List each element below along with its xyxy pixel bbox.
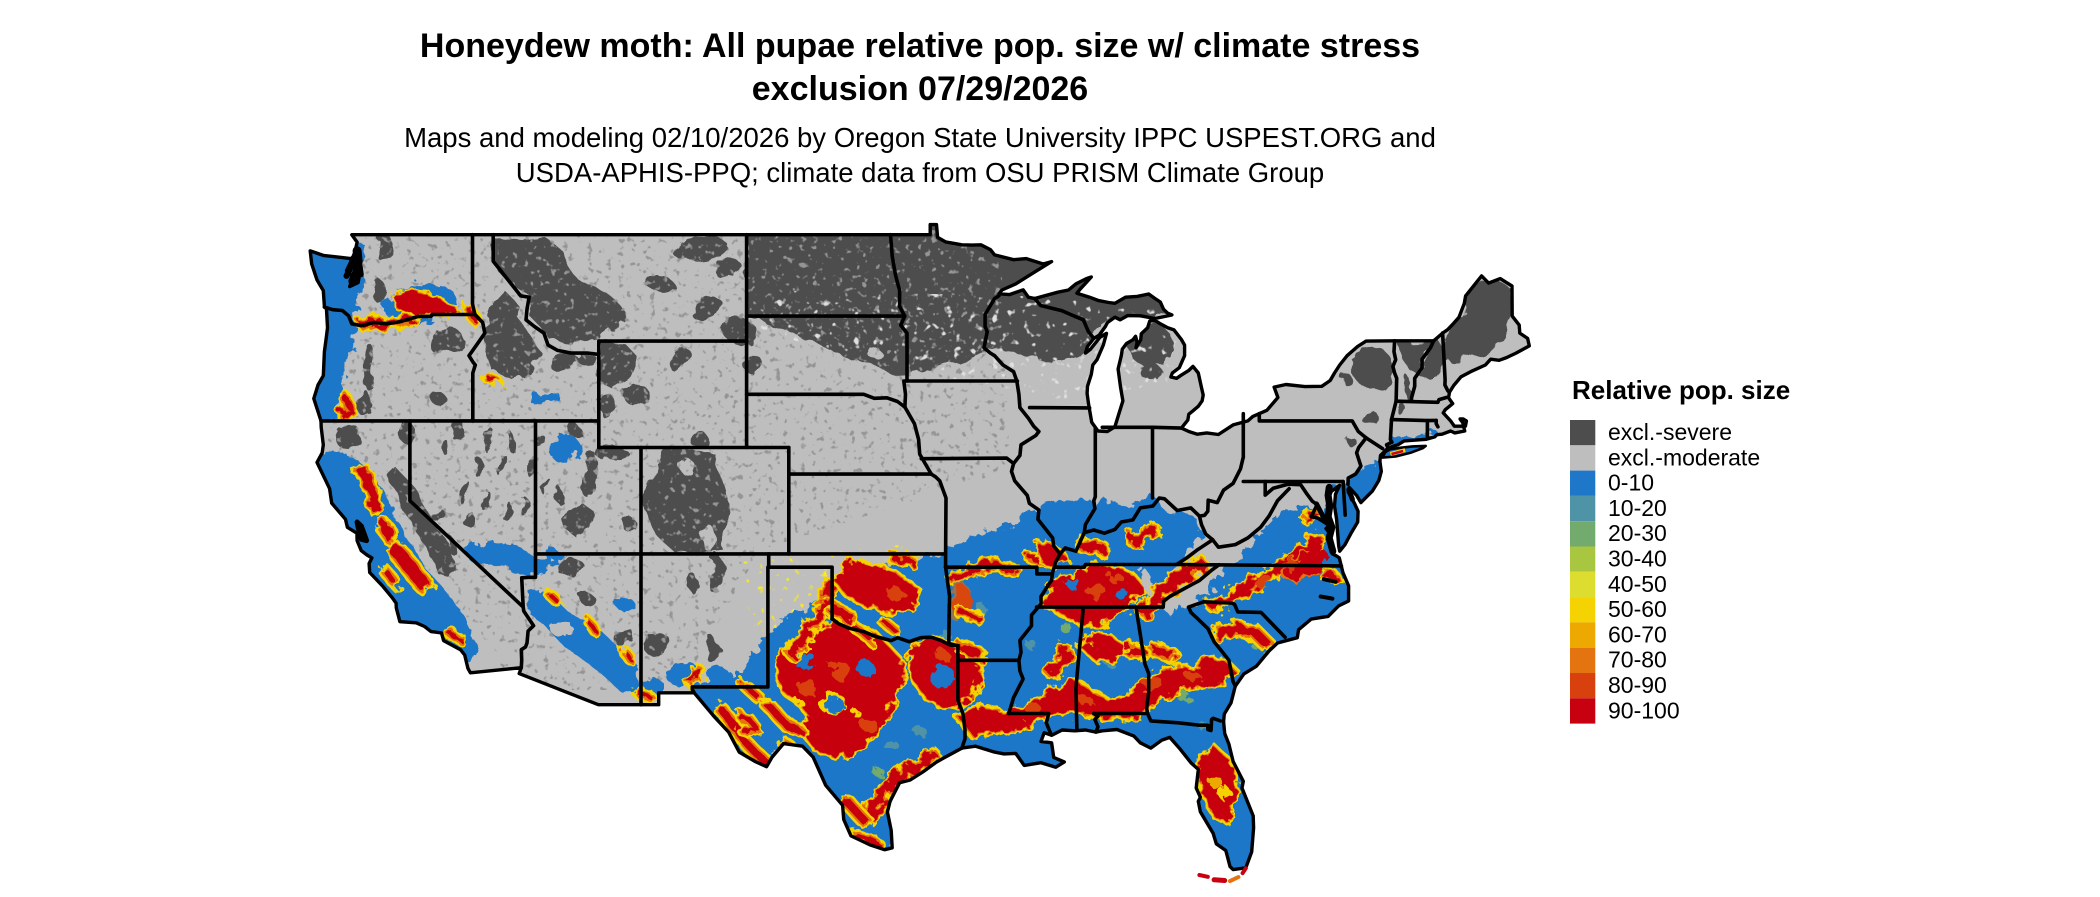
svg-text:80-90: 80-90 bbox=[1608, 672, 1667, 698]
svg-text:30-40: 30-40 bbox=[1608, 546, 1667, 572]
svg-text:60-70: 60-70 bbox=[1608, 621, 1667, 647]
svg-text:40-50: 40-50 bbox=[1608, 571, 1667, 597]
svg-text:USDA-APHIS-PPQ; climate data f: USDA-APHIS-PPQ; climate data from OSU PR… bbox=[516, 157, 1324, 188]
svg-text:excl.-severe: excl.-severe bbox=[1608, 419, 1732, 445]
svg-text:10-20: 10-20 bbox=[1608, 495, 1667, 521]
svg-text:Honeydew moth: All pupae relat: Honeydew moth: All pupae relative pop. s… bbox=[420, 27, 1420, 65]
svg-text:90-100: 90-100 bbox=[1608, 697, 1680, 723]
svg-text:Relative pop. size: Relative pop. size bbox=[1572, 375, 1790, 405]
svg-text:exclusion 07/29/2026: exclusion 07/29/2026 bbox=[752, 70, 1088, 108]
svg-text:70-80: 70-80 bbox=[1608, 647, 1667, 673]
svg-text:50-60: 50-60 bbox=[1608, 596, 1667, 622]
svg-text:excl.-moderate: excl.-moderate bbox=[1608, 444, 1760, 470]
svg-text:Maps and modeling 02/10/2026 b: Maps and modeling 02/10/2026 by Oregon S… bbox=[404, 122, 1436, 153]
svg-text:20-30: 20-30 bbox=[1608, 520, 1667, 546]
svg-text:0-10: 0-10 bbox=[1608, 470, 1654, 496]
